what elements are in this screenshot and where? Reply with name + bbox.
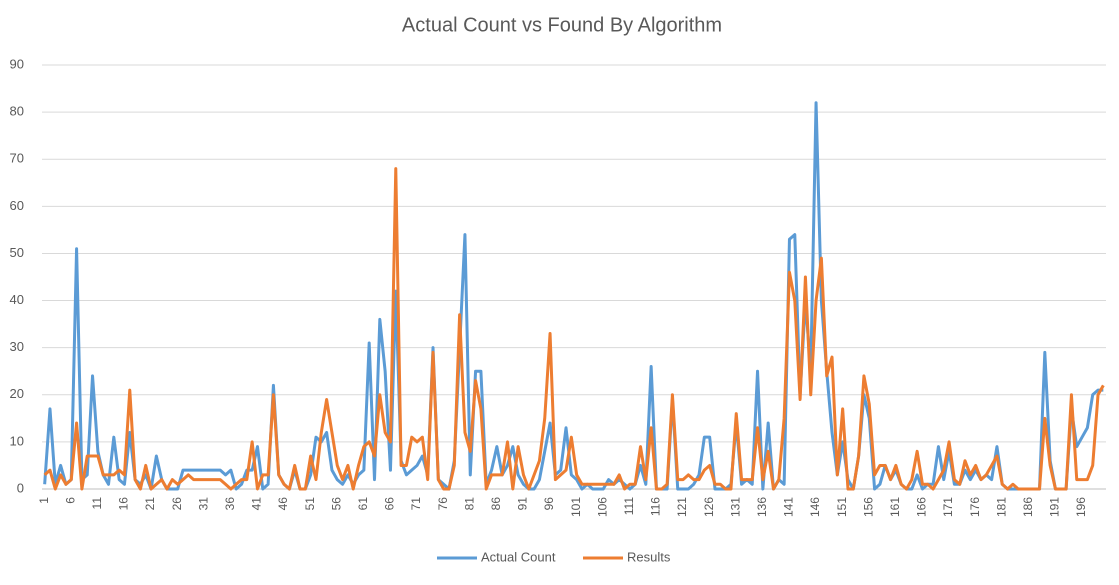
x-tick-label: 121 <box>675 497 689 517</box>
x-tick-label: 1 <box>37 497 51 504</box>
x-tick-label: 81 <box>462 497 476 511</box>
x-tick-label: 86 <box>489 497 503 511</box>
x-tick-label: 161 <box>888 497 902 517</box>
series-line <box>43 167 1105 491</box>
x-tick-label: 66 <box>383 497 397 511</box>
x-tick-label: 126 <box>702 497 716 517</box>
x-tick-label: 36 <box>223 497 237 511</box>
x-tick-label: 176 <box>968 497 982 517</box>
x-tick-label: 71 <box>409 497 423 511</box>
x-tick-label: 101 <box>569 497 583 517</box>
x-tick-label: 136 <box>755 497 769 517</box>
x-tick-label: 181 <box>994 497 1008 517</box>
y-tick-label: 40 <box>10 292 24 307</box>
x-tick-label: 186 <box>1021 497 1035 517</box>
x-tick-label: 116 <box>649 497 663 516</box>
x-tick-label: 11 <box>90 497 104 510</box>
chart-title: Actual Count vs Found By Algorithm <box>402 14 722 36</box>
x-tick-label: 51 <box>303 497 317 511</box>
y-tick-label: 70 <box>10 151 24 166</box>
x-tick-label: 21 <box>143 497 157 511</box>
x-tick-label: 26 <box>170 497 184 511</box>
legend-label: Results <box>627 549 671 564</box>
x-tick-label: 91 <box>516 497 530 511</box>
x-tick-label: 96 <box>542 497 556 511</box>
x-tick-label: 111 <box>622 497 636 516</box>
x-tick-label: 76 <box>436 497 450 511</box>
x-tick-label: 106 <box>595 497 609 517</box>
x-tick-label: 46 <box>276 497 290 511</box>
y-tick-label: 50 <box>10 245 24 260</box>
x-tick-label: 146 <box>808 497 822 517</box>
x-tick-label: 61 <box>356 497 370 511</box>
x-tick-label: 16 <box>117 497 131 511</box>
y-tick-label: 90 <box>10 56 24 71</box>
x-tick-label: 31 <box>196 497 210 511</box>
legend-label: Actual Count <box>481 549 556 564</box>
x-tick-label: 196 <box>1074 497 1088 517</box>
y-tick-label: 20 <box>10 386 24 401</box>
x-tick-label: 6 <box>63 497 77 504</box>
series-line <box>43 101 1104 491</box>
y-tick-label: 60 <box>10 198 24 213</box>
y-tick-label: 10 <box>10 433 24 448</box>
x-tick-label: 141 <box>782 497 796 517</box>
y-tick-label: 0 <box>17 480 24 495</box>
x-tick-label: 191 <box>1048 497 1062 517</box>
x-tick-label: 166 <box>915 497 929 517</box>
x-tick-label: 56 <box>329 497 343 511</box>
x-tick-label: 41 <box>250 497 264 511</box>
y-tick-label: 30 <box>10 339 24 354</box>
y-tick-label: 80 <box>10 104 24 119</box>
x-tick-label: 131 <box>728 497 742 517</box>
x-tick-label: 171 <box>941 497 955 517</box>
x-tick-label: 151 <box>835 497 849 517</box>
x-tick-label: 156 <box>861 497 875 517</box>
